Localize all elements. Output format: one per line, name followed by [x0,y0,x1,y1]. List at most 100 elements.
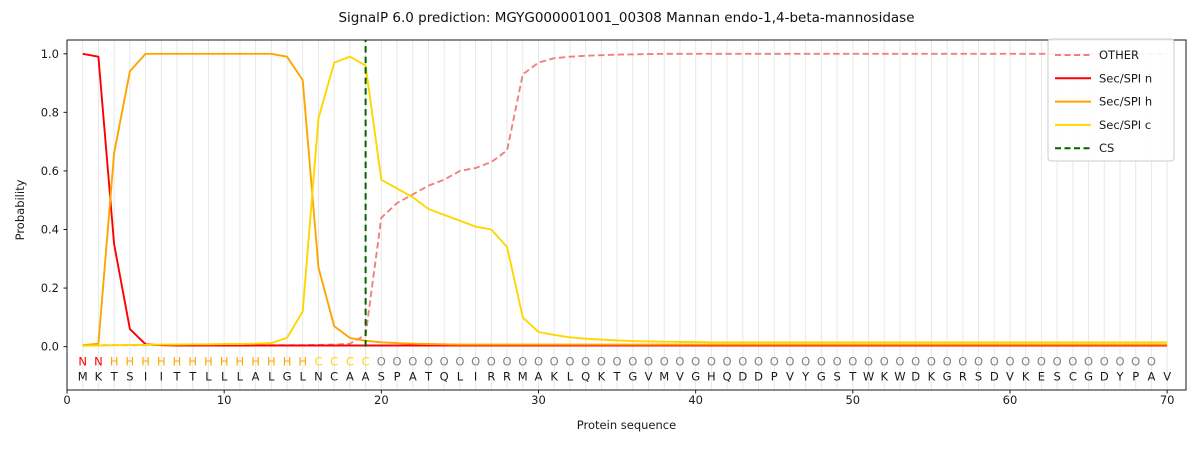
residue-letter: G [943,370,952,384]
series-line-other [82,52,1168,347]
legend-entry-label: Sec/SPI c [1099,118,1151,132]
residue-letter: V [676,370,684,384]
y-tick-label: 0.2 [41,281,59,295]
state-letter: O [675,354,684,368]
state-letter: O [880,354,889,368]
state-letter: O [377,354,386,368]
x-tick-label: 70 [1160,393,1175,407]
residue-letter: S [126,370,133,384]
state-letter: O [691,354,700,368]
state-letter: O [487,354,496,368]
residue-letter: T [424,370,433,384]
residue-letter: A [535,370,543,384]
state-letter: H [204,354,213,368]
state-letter: O [455,354,464,368]
state-letter: O [424,354,433,368]
state-letter: C [330,354,338,368]
state-letter: O [990,354,999,368]
x-axis-label: Protein sequence [576,418,677,432]
residue-letter: A [409,370,417,384]
y-tick-label: 0.8 [41,105,59,119]
residue-letter: L [268,370,275,384]
residue-letter: R [487,370,495,384]
state-letter: O [754,354,763,368]
state-letter: O [1053,354,1062,368]
x-tick-label: 10 [217,393,232,407]
state-letter: O [895,354,904,368]
state-letter: H [298,354,307,368]
residue-letter: G [691,370,700,384]
residue-letter: I [144,370,147,384]
x-tick-label: 20 [374,393,389,407]
residue-letter: L [205,370,212,384]
residue-letter: D [990,370,999,384]
state-letter: C [362,354,370,368]
residue-letter: T [613,370,622,384]
series-line-sec-spi-n [82,52,1168,347]
residue-letter: E [1038,370,1045,384]
residue-letter: L [567,370,574,384]
state-letter: O [738,354,747,368]
legend-entry-label: Sec/SPI n [1099,71,1152,85]
state-letter: N [78,354,87,368]
y-tick-label: 1.0 [41,47,59,61]
residue-letter: V [1006,370,1014,384]
state-letter: O [503,354,512,368]
series-line-sec-spi-c [82,55,1168,347]
state-letter: O [408,354,417,368]
residue-letter: I [160,370,163,384]
plot-border [66,39,1187,391]
residue-letter: Q [440,370,449,384]
state-letter: O [644,354,653,368]
residue-letter: T [172,370,181,384]
residue-letter: R [503,370,511,384]
residue-letter: A [362,370,370,384]
state-letter: O [518,354,527,368]
residue-letter: D [738,370,747,384]
residue-letter: Q [723,370,732,384]
state-letter: H [141,354,150,368]
residue-letter: W [894,370,905,384]
residue-letter: M [659,370,669,384]
residue-letter: P [394,370,401,384]
residue-letter: K [598,370,606,384]
state-letter: O [958,354,967,368]
state-letter: H [236,354,245,368]
state-letter: O [597,354,606,368]
state-letter: O [848,354,857,368]
residue-letter: M [78,370,88,384]
state-letter: O [974,354,983,368]
state-letter: H [283,354,292,368]
residue-letter: L [457,370,464,384]
state-letter: O [628,354,637,368]
residue-letter: S [378,370,385,384]
residue-letter: I [474,370,477,384]
state-letter: H [251,354,260,368]
residue-letter: V [786,370,794,384]
residue-letter: W [863,370,874,384]
residue-letter: A [1147,370,1155,384]
residue-letter: S [1053,370,1060,384]
state-letter: O [471,354,480,368]
legend-entry-label: OTHER [1099,48,1139,62]
residue-letter: K [1022,370,1030,384]
residue-letter: C [1069,370,1077,384]
state-letter: O [613,354,622,368]
residue-letter: H [707,370,716,384]
state-letter: O [817,354,826,368]
residue-letter: A [252,370,260,384]
residue-letter: L [300,370,307,384]
state-letter: N [94,354,103,368]
state-letter: O [440,354,449,368]
residue-letter: Y [1115,370,1124,384]
y-tick-label: 0.0 [41,340,59,354]
state-letter: O [785,354,794,368]
residue-letter: K [928,370,936,384]
x-tick-label: 30 [531,393,546,407]
residue-letter: G [1084,370,1093,384]
residue-letter: D [911,370,920,384]
residue-letter: V [1163,370,1171,384]
residue-letter: L [237,370,244,384]
state-letter: O [581,354,590,368]
